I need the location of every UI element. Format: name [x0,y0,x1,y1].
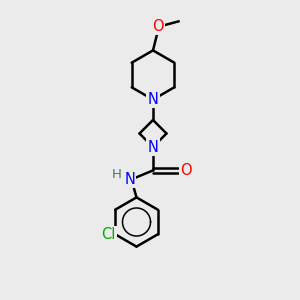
Text: N: N [148,92,158,107]
Text: N: N [148,140,158,154]
Text: Cl: Cl [101,227,116,242]
Text: O: O [180,163,192,178]
Text: O: O [153,19,164,34]
Text: H: H [112,167,122,181]
Text: N: N [124,172,135,187]
